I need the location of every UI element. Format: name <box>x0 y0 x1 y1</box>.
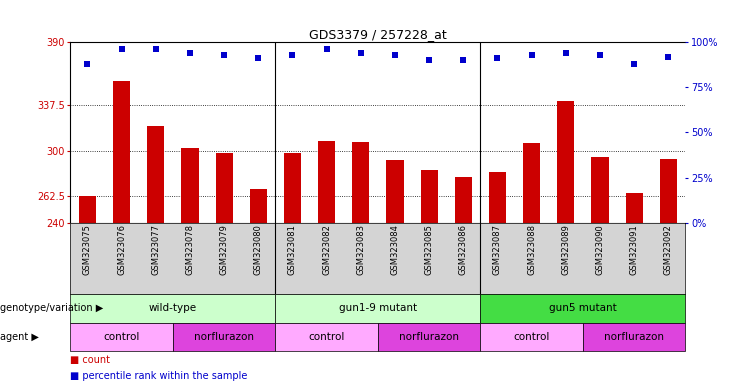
Text: agent ▶: agent ▶ <box>0 332 39 342</box>
Bar <box>523 143 540 223</box>
Text: genotype/variation ▶: genotype/variation ▶ <box>0 303 103 313</box>
Bar <box>284 153 301 223</box>
Point <box>184 50 196 56</box>
Bar <box>147 126 165 223</box>
Bar <box>659 159 677 223</box>
Bar <box>70 294 276 323</box>
Point <box>389 52 401 58</box>
Text: control: control <box>514 332 550 342</box>
Bar <box>276 294 480 323</box>
Text: GSM323079: GSM323079 <box>219 224 229 275</box>
Point <box>321 46 333 53</box>
Point <box>526 52 538 58</box>
Text: gun1-9 mutant: gun1-9 mutant <box>339 303 417 313</box>
Point <box>423 57 435 63</box>
Text: GSM323090: GSM323090 <box>596 224 605 275</box>
Bar <box>216 153 233 223</box>
Text: norflurazon: norflurazon <box>604 332 664 342</box>
Text: control: control <box>308 332 345 342</box>
Text: norflurazon: norflurazon <box>399 332 459 342</box>
Text: GSM323082: GSM323082 <box>322 224 331 275</box>
Bar <box>387 160 404 223</box>
Bar <box>113 81 130 223</box>
Bar <box>489 172 506 223</box>
Text: GSM323084: GSM323084 <box>391 224 399 275</box>
Text: GSM323075: GSM323075 <box>83 224 92 275</box>
Text: GSM323076: GSM323076 <box>117 224 126 275</box>
Point <box>491 55 503 61</box>
Point <box>662 54 674 60</box>
Bar <box>480 294 685 323</box>
Point <box>457 57 469 63</box>
Bar <box>591 157 608 223</box>
Bar <box>455 177 472 223</box>
Bar <box>557 101 574 223</box>
Text: GSM323089: GSM323089 <box>562 224 571 275</box>
Point <box>253 55 265 61</box>
Text: gun5 mutant: gun5 mutant <box>549 303 617 313</box>
Text: GSM323092: GSM323092 <box>664 224 673 275</box>
Point <box>287 52 299 58</box>
Bar <box>79 196 96 223</box>
Point <box>355 50 367 56</box>
Point <box>116 46 127 53</box>
Point <box>82 61 93 67</box>
Bar <box>318 141 335 223</box>
Text: wild-type: wild-type <box>149 303 197 313</box>
Bar <box>480 323 583 351</box>
Text: GSM323081: GSM323081 <box>288 224 297 275</box>
Text: ■ count: ■ count <box>70 355 110 365</box>
Bar <box>421 170 438 223</box>
Text: GSM323077: GSM323077 <box>151 224 160 275</box>
Bar <box>250 189 267 223</box>
Bar <box>583 323 685 351</box>
Bar <box>182 148 199 223</box>
Bar <box>276 323 378 351</box>
Text: GSM323085: GSM323085 <box>425 224 433 275</box>
Bar <box>625 193 642 223</box>
Text: ■ percentile rank within the sample: ■ percentile rank within the sample <box>70 371 247 381</box>
Text: GSM323086: GSM323086 <box>459 224 468 275</box>
Text: GSM323088: GSM323088 <box>527 224 536 275</box>
Text: norflurazon: norflurazon <box>194 332 254 342</box>
Point <box>628 61 640 67</box>
Text: GSM323087: GSM323087 <box>493 224 502 275</box>
Point <box>150 46 162 53</box>
Bar <box>70 323 173 351</box>
Bar <box>352 142 369 223</box>
Text: GSM323078: GSM323078 <box>185 224 194 275</box>
Point <box>560 50 572 56</box>
Text: control: control <box>104 332 140 342</box>
Text: GSM323080: GSM323080 <box>254 224 263 275</box>
Point <box>594 52 606 58</box>
Text: GSM323091: GSM323091 <box>630 224 639 275</box>
Text: GSM323083: GSM323083 <box>356 224 365 275</box>
Bar <box>173 323 276 351</box>
Point <box>218 52 230 58</box>
Bar <box>378 323 480 351</box>
Title: GDS3379 / 257228_at: GDS3379 / 257228_at <box>309 28 447 41</box>
